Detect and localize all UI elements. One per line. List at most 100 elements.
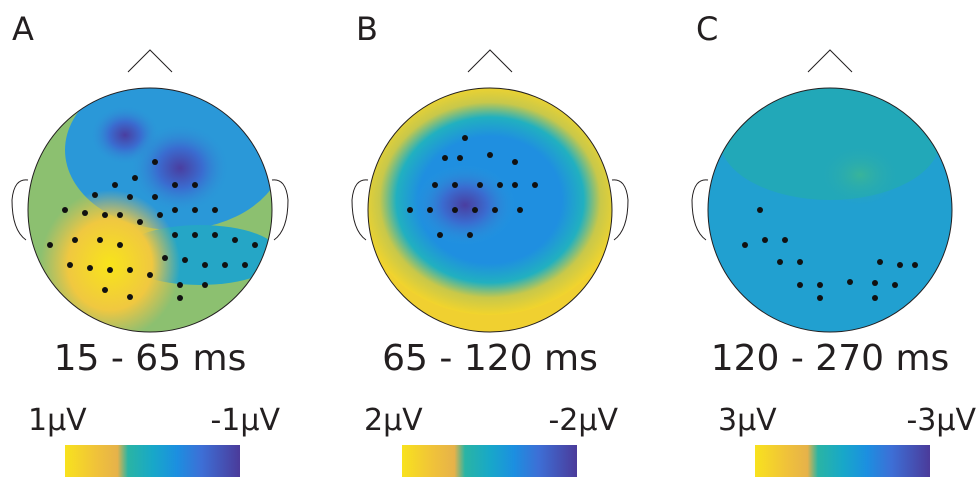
electrode <box>512 182 518 188</box>
electrode <box>192 232 198 238</box>
electrode <box>762 237 768 243</box>
electrode <box>107 267 113 273</box>
electrode <box>437 232 443 238</box>
electrode <box>212 232 218 238</box>
electrode <box>797 259 803 265</box>
electrode <box>102 212 108 218</box>
scale-max: 3µV <box>718 403 777 438</box>
electrode <box>877 259 883 265</box>
electrode <box>202 262 208 268</box>
electrode <box>797 282 803 288</box>
electrode <box>512 159 518 165</box>
electrode <box>152 194 158 200</box>
head-b <box>351 49 629 333</box>
electrode <box>492 207 498 213</box>
electrode <box>172 207 178 213</box>
electrode <box>222 262 228 268</box>
electrode <box>152 159 158 165</box>
electrode <box>127 294 133 300</box>
nose <box>807 49 853 73</box>
electrode <box>452 182 458 188</box>
electrode <box>242 262 248 268</box>
electrode <box>232 237 238 243</box>
electrode <box>157 212 163 218</box>
electrode <box>192 207 198 213</box>
time-window: 15 - 65 ms <box>54 338 247 379</box>
electrode <box>82 210 88 216</box>
electrode <box>892 282 898 288</box>
time-window: 120 - 270 ms <box>711 338 950 379</box>
electrode <box>252 242 258 248</box>
electrodes <box>47 135 918 301</box>
head-outline <box>707 87 953 333</box>
scale-max: 1µV <box>28 403 87 438</box>
colorbar <box>65 445 240 477</box>
electrode <box>97 237 103 243</box>
electrode <box>117 212 123 218</box>
time-window: 65 - 120 ms <box>382 338 598 379</box>
electrode <box>127 267 133 273</box>
electrode <box>87 265 93 271</box>
electrode <box>407 207 413 213</box>
ear <box>691 179 709 241</box>
head-a <box>11 49 289 333</box>
electrode <box>427 207 433 213</box>
electrode <box>177 295 183 301</box>
panel-letter: B <box>356 10 378 48</box>
electrode <box>777 259 783 265</box>
electrode <box>487 152 493 158</box>
map-fill <box>40 190 180 332</box>
electrode <box>847 279 853 285</box>
electrode <box>162 255 168 261</box>
electrode <box>462 135 468 141</box>
electrode <box>897 262 903 268</box>
electrode <box>912 262 918 268</box>
electrode <box>92 192 98 198</box>
electrode <box>132 175 138 181</box>
scale-min: -1µV <box>210 403 280 438</box>
electrode <box>182 257 188 263</box>
electrode <box>452 207 458 213</box>
panel-letter: A <box>12 10 34 48</box>
nose <box>467 49 513 73</box>
map-fill <box>820 145 900 205</box>
electrode <box>517 207 523 213</box>
panel-letter: C <box>696 10 718 48</box>
electrode <box>817 282 823 288</box>
electrode <box>147 272 153 278</box>
ear <box>271 179 289 241</box>
scale-min: -2µV <box>548 403 618 438</box>
electrode <box>192 182 198 188</box>
electrode <box>817 295 823 301</box>
electrode <box>457 155 463 161</box>
electrode <box>72 237 78 243</box>
electrode <box>172 232 178 238</box>
electrode <box>62 207 68 213</box>
electrode <box>442 155 448 161</box>
head-outline <box>367 87 613 333</box>
head-outline <box>27 87 273 333</box>
electrode <box>102 287 108 293</box>
electrode <box>177 282 183 288</box>
electrode <box>117 242 123 248</box>
electrode <box>472 207 478 213</box>
electrode <box>782 237 788 243</box>
electrode <box>67 262 73 268</box>
head-c <box>691 49 953 333</box>
electrode <box>757 207 763 213</box>
electrode <box>202 282 208 288</box>
ear <box>611 179 629 241</box>
electrode <box>532 182 538 188</box>
electrode <box>742 242 748 248</box>
electrode <box>467 232 473 238</box>
colorbar <box>402 445 577 477</box>
electrode <box>137 219 143 225</box>
electrode <box>127 194 133 200</box>
map-fill <box>130 123 230 213</box>
colorbar <box>755 445 930 477</box>
map-fill <box>415 165 515 245</box>
electrode <box>212 207 218 213</box>
electrode <box>477 182 483 188</box>
ear <box>351 179 369 241</box>
